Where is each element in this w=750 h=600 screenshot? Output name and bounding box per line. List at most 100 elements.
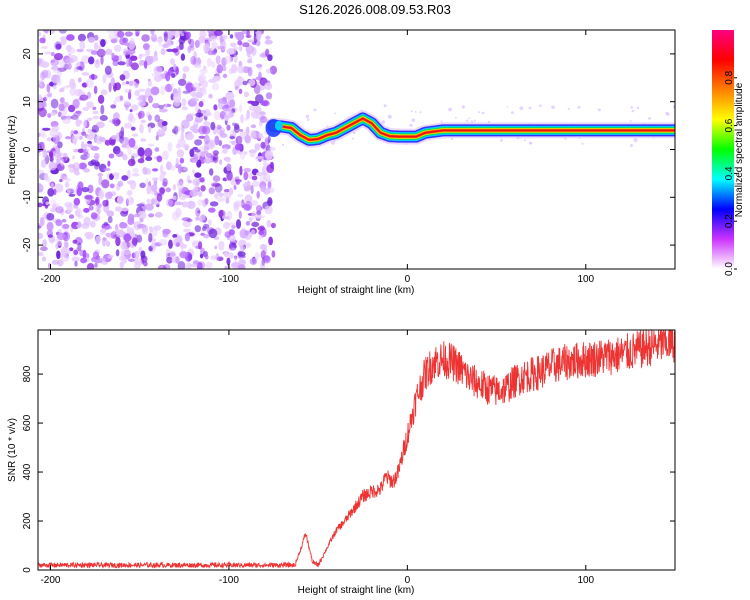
noise-blob bbox=[212, 183, 221, 187]
noise-blob bbox=[154, 147, 160, 152]
noise-blob bbox=[213, 74, 221, 82]
noise-blob bbox=[56, 232, 66, 241]
noise-blob bbox=[151, 177, 159, 182]
noise-blob bbox=[211, 41, 218, 49]
noise-blob bbox=[84, 194, 93, 200]
noise-blob bbox=[242, 42, 250, 48]
noise-blob bbox=[52, 69, 60, 74]
noise-speck bbox=[481, 111, 485, 115]
noise-blob bbox=[148, 56, 154, 64]
noise-blob bbox=[97, 45, 102, 50]
noise-blob bbox=[38, 31, 42, 37]
noise-blob bbox=[166, 256, 173, 264]
noise-blob bbox=[119, 222, 128, 229]
spectrogram-x-label: Height of straight line (km) bbox=[298, 285, 415, 296]
noise-blob bbox=[68, 193, 76, 197]
noise-blob bbox=[177, 261, 186, 269]
noise-blob bbox=[136, 234, 143, 243]
noise-blob bbox=[256, 215, 265, 219]
noise-blob bbox=[176, 149, 185, 158]
noise-blob bbox=[203, 43, 210, 53]
y-tick-label: -10 bbox=[22, 190, 33, 205]
noise-speck bbox=[597, 108, 601, 112]
noise-blob bbox=[179, 36, 187, 40]
noise-blob bbox=[200, 214, 206, 221]
noise-blob bbox=[38, 169, 44, 175]
noise-blob bbox=[87, 117, 93, 121]
noise-blob bbox=[85, 148, 90, 152]
noise-blob bbox=[143, 43, 150, 51]
noise-blob bbox=[106, 30, 116, 34]
noise-blob bbox=[106, 210, 115, 217]
noise-blob bbox=[184, 133, 194, 141]
noise-blob bbox=[104, 139, 111, 146]
noise-blob bbox=[213, 104, 218, 111]
noise-blob bbox=[174, 201, 183, 206]
noise-speck bbox=[510, 111, 514, 115]
noise-blob bbox=[148, 232, 153, 243]
noise-blob bbox=[115, 236, 121, 247]
noise-blob bbox=[160, 85, 166, 96]
noise-blob bbox=[93, 152, 100, 160]
noise-blob bbox=[69, 87, 77, 97]
noise-blob bbox=[107, 74, 113, 79]
noise-blob bbox=[126, 196, 134, 206]
noise-blob bbox=[183, 244, 187, 249]
noise-blob bbox=[246, 30, 250, 39]
noise-blob bbox=[54, 145, 61, 154]
noise-blob bbox=[73, 197, 81, 206]
noise-blob bbox=[140, 250, 146, 259]
noise-blob bbox=[107, 216, 113, 224]
noise-blob bbox=[70, 47, 76, 54]
noise-blob bbox=[200, 151, 206, 158]
noise-blob bbox=[246, 109, 250, 120]
ridge-layer-6 bbox=[272, 117, 675, 141]
noise-blob bbox=[141, 34, 150, 42]
noise-blob bbox=[66, 189, 71, 195]
noise-blob bbox=[119, 261, 125, 269]
noise-blob bbox=[42, 127, 51, 131]
noise-blob bbox=[227, 222, 236, 226]
noise-blob bbox=[210, 182, 220, 188]
noise-blob bbox=[242, 183, 247, 187]
noise-blob bbox=[158, 38, 162, 47]
noise-blob bbox=[197, 199, 203, 206]
noise-speck bbox=[630, 106, 633, 109]
noise-blob bbox=[233, 185, 237, 190]
noise-blob bbox=[63, 176, 69, 181]
noise-blob bbox=[251, 109, 259, 118]
noise-blob bbox=[227, 247, 237, 251]
noise-speck bbox=[381, 120, 386, 124]
noise-blob bbox=[100, 104, 105, 115]
noise-blob bbox=[88, 56, 95, 65]
noise-blob bbox=[103, 254, 107, 259]
noise-blob bbox=[45, 201, 49, 205]
noise-blob bbox=[208, 228, 218, 239]
noise-blob bbox=[90, 212, 98, 220]
noise-blob bbox=[168, 239, 173, 249]
noise-blob bbox=[230, 63, 238, 74]
noise-blob bbox=[194, 225, 201, 233]
noise-blob bbox=[128, 258, 135, 262]
noise-blob bbox=[159, 164, 164, 174]
noise-blob bbox=[215, 55, 221, 65]
noise-blob bbox=[208, 207, 216, 213]
noise-blob bbox=[83, 119, 87, 128]
noise-blob bbox=[251, 229, 256, 235]
noise-blob bbox=[258, 230, 265, 236]
noise-blob bbox=[216, 45, 226, 50]
noise-blob bbox=[258, 120, 263, 127]
noise-blob bbox=[234, 85, 239, 91]
noise-blob bbox=[62, 117, 71, 124]
noise-blob bbox=[41, 256, 47, 262]
noise-blob bbox=[191, 82, 201, 89]
noise-blob bbox=[197, 210, 201, 214]
noise-blob bbox=[235, 135, 243, 145]
noise-blob bbox=[41, 101, 47, 108]
noise-blob bbox=[116, 227, 120, 238]
y-tick-label: 200 bbox=[22, 512, 33, 529]
noise-blob bbox=[206, 57, 212, 67]
noise-blob bbox=[105, 232, 112, 237]
noise-blob bbox=[179, 241, 185, 249]
noise-blob bbox=[260, 141, 266, 149]
